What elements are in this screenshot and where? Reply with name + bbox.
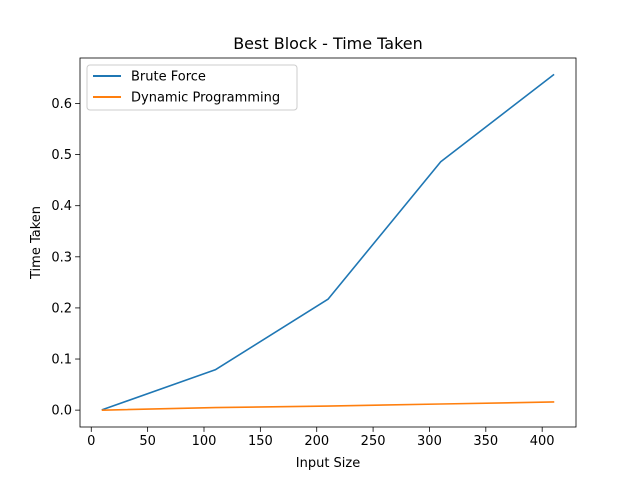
plot-frame xyxy=(79,57,577,428)
y-tick-label: 0.3 xyxy=(51,250,72,265)
y-tick-label: 0.2 xyxy=(51,301,72,316)
x-axis-label: Input Size xyxy=(296,456,360,471)
plot-area xyxy=(79,57,577,428)
y-axis: 0.0 0.1 0.2 0.3 0.4 0.5 0.6 xyxy=(51,97,80,419)
x-tick-label: 350 xyxy=(473,434,498,449)
y-tick-label: 0.1 xyxy=(51,353,72,368)
series-line-dynamic-programming xyxy=(101,401,555,411)
legend: Brute Force Dynamic Programming xyxy=(86,64,298,111)
y-tick-label: 0.0 xyxy=(51,404,72,419)
legend-label-dynamic-programming: Dynamic Programming xyxy=(131,91,280,106)
chart-title: Best Block - Time Taken xyxy=(233,34,423,53)
y-tick-label: 0.6 xyxy=(51,97,72,112)
x-tick-label: 200 xyxy=(304,434,329,449)
x-tick-label: 0 xyxy=(87,434,95,449)
series-line-brute-force xyxy=(101,73,555,411)
x-tick-label: 250 xyxy=(361,434,386,449)
x-tick-label: 400 xyxy=(530,434,555,449)
x-tick-label: 300 xyxy=(417,434,442,449)
y-tick-label: 0.5 xyxy=(51,148,72,163)
y-axis-label: Time Taken xyxy=(29,206,44,280)
x-axis: 0 50 100 150 200 250 300 350 400 xyxy=(87,427,555,449)
legend-label-brute-force: Brute Force xyxy=(131,70,206,85)
x-tick-label: 150 xyxy=(248,434,273,449)
x-tick-label: 50 xyxy=(139,434,156,449)
x-tick-label: 100 xyxy=(192,434,217,449)
y-tick-label: 0.4 xyxy=(51,199,72,214)
legend-box xyxy=(86,64,298,111)
series-layer xyxy=(101,73,555,411)
